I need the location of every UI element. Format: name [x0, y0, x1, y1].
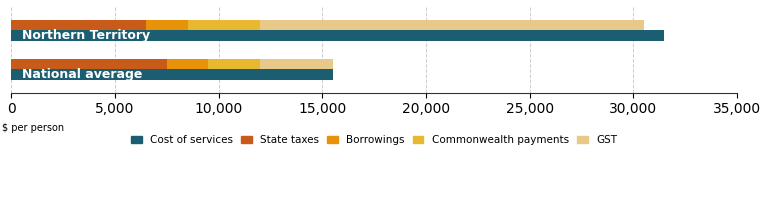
Text: National average: National average — [22, 68, 142, 81]
Bar — [167, 59, 208, 69]
Bar — [12, 30, 664, 41]
Bar — [260, 20, 644, 30]
Bar — [146, 20, 187, 30]
Bar — [12, 59, 167, 69]
Bar — [12, 69, 333, 80]
Text: Northern Territory: Northern Territory — [22, 29, 150, 42]
X-axis label: $ per person: $ per person — [2, 123, 65, 133]
Bar — [208, 59, 260, 69]
Bar — [12, 20, 146, 30]
Bar — [260, 59, 333, 69]
Legend: Cost of services, State taxes, Borrowings, Commonwealth payments, GST: Cost of services, State taxes, Borrowing… — [127, 131, 621, 149]
Bar — [187, 20, 260, 30]
